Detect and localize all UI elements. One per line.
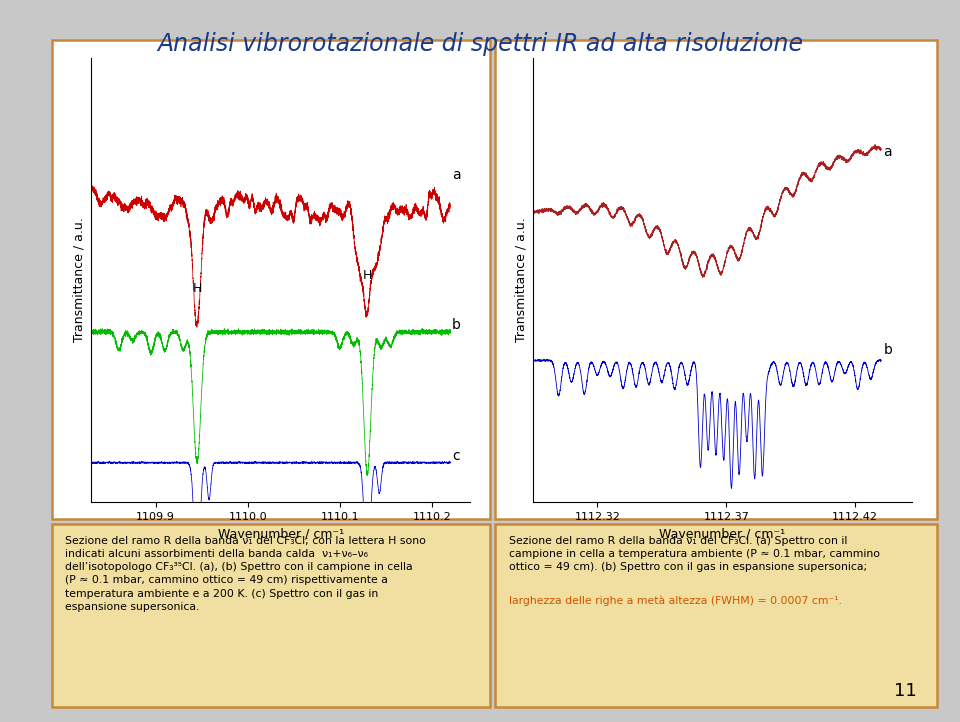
Text: a: a xyxy=(452,168,461,182)
Y-axis label: Transmittance / a.u.: Transmittance / a.u. xyxy=(515,217,527,342)
Y-axis label: Transmittance / a.u.: Transmittance / a.u. xyxy=(73,217,85,342)
Text: H: H xyxy=(192,282,202,295)
Text: H: H xyxy=(363,269,372,282)
Text: b: b xyxy=(883,343,893,357)
Text: 11: 11 xyxy=(894,682,917,700)
Text: Sezione del ramo R della banda ν₁ del CF₃Cl. (a) Spettro con il
campione in cell: Sezione del ramo R della banda ν₁ del CF… xyxy=(509,536,879,572)
Text: larghezza delle righe a metà altezza (FWHM) = 0.0007 cm⁻¹.: larghezza delle righe a metà altezza (FW… xyxy=(509,596,842,606)
Text: c: c xyxy=(452,449,460,463)
X-axis label: Wavenumber / cm⁻¹: Wavenumber / cm⁻¹ xyxy=(218,527,344,540)
Text: b: b xyxy=(452,318,461,333)
Text: Sezione del ramo R della banda ν₁ del CF₃Cl; con la lettera H sono
indicati alcu: Sezione del ramo R della banda ν₁ del CF… xyxy=(65,536,426,612)
Text: a: a xyxy=(883,145,892,159)
X-axis label: Wavenumber / cm⁻¹: Wavenumber / cm⁻¹ xyxy=(660,527,785,540)
Text: Analisi vibrorotazionale di spettri IR ad alta risoluzione: Analisi vibrorotazionale di spettri IR a… xyxy=(157,32,803,56)
